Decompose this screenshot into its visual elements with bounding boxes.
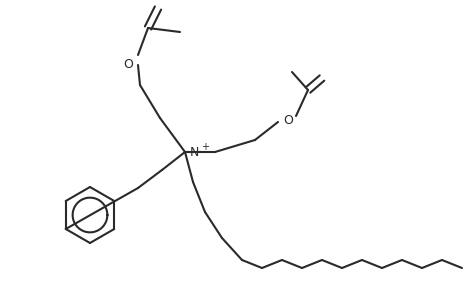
Text: O: O xyxy=(283,114,293,126)
Text: N: N xyxy=(190,145,199,159)
Text: +: + xyxy=(201,142,209,152)
Text: O: O xyxy=(123,58,133,72)
